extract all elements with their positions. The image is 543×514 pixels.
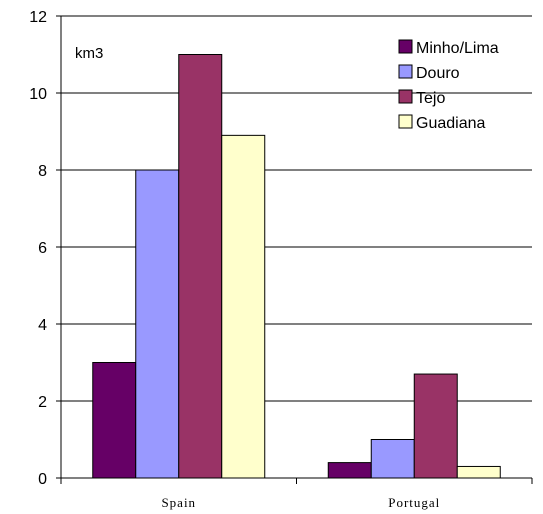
bar-minho-lima-spain — [92, 362, 137, 479]
bar-tejo-spain — [178, 54, 223, 479]
legend-swatch — [398, 64, 413, 79]
category-labels: Spain Portugal — [161, 495, 440, 510]
gridlines — [61, 15, 532, 402]
legend: Minho/Lima Douro Tejo Guadiana — [398, 39, 499, 132]
y-tick-label: 10 — [29, 86, 47, 103]
bar-douro-portugal — [370, 439, 415, 479]
y-tick-label: 0 — [38, 471, 47, 488]
legend-label: Tejo — [416, 90, 445, 107]
legend-swatch — [398, 114, 413, 129]
bar-tejo-portugal — [413, 373, 458, 479]
y-tick-label: 6 — [38, 240, 47, 257]
unit-label: km3 — [75, 45, 103, 62]
y-tick-label: 2 — [38, 394, 47, 411]
y-tick-labels: 0 2 4 6 8 10 12 — [29, 9, 47, 488]
bar-minho-lima-portugal — [327, 462, 372, 479]
category-label: Portugal — [388, 495, 440, 510]
legend-label: Guadiana — [416, 115, 485, 132]
y-tick-label: 8 — [38, 163, 47, 180]
y-tick-label: 12 — [29, 9, 47, 26]
bars — [92, 54, 501, 479]
bar-douro-spain — [135, 169, 180, 479]
axes — [56, 15, 533, 484]
legend-swatch — [398, 39, 413, 54]
y-tick-label: 4 — [38, 317, 47, 334]
legend-label: Minho/Lima — [416, 40, 499, 57]
category-label: Spain — [161, 495, 196, 510]
legend-swatch — [398, 89, 413, 104]
legend-label: Douro — [416, 65, 460, 82]
bar-guadiana-spain — [221, 134, 266, 479]
bar-guadiana-portugal — [456, 465, 501, 479]
